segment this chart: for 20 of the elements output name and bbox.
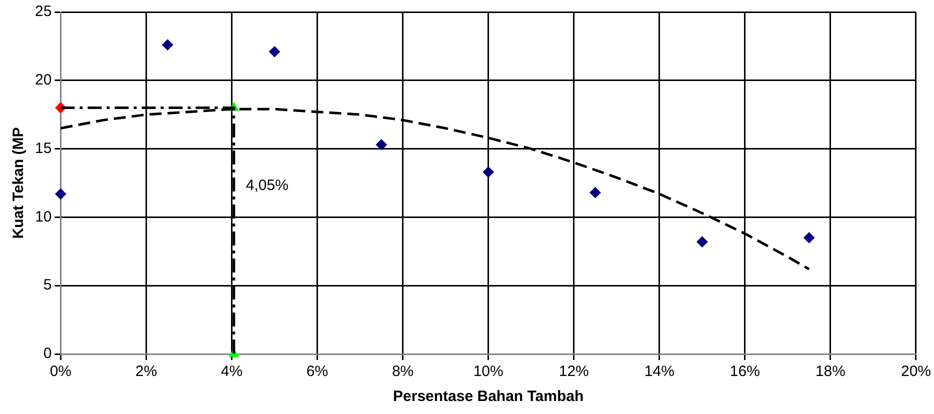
y-axis-title: Kuat Tekan (MP xyxy=(10,127,28,239)
x-tick-label: 18% xyxy=(815,363,846,380)
x-tick-label: 12% xyxy=(558,363,589,380)
y-tick-label: 0 xyxy=(43,345,52,362)
y-tick-label: 10 xyxy=(34,208,52,226)
x-tick-label: 20% xyxy=(900,363,932,380)
y-tick-label: 20 xyxy=(34,72,52,89)
y-tick-label: 15 xyxy=(34,140,52,157)
x-tick-label: 10% xyxy=(473,363,504,380)
x-tick-label: 14% xyxy=(644,363,674,380)
y-tick-label: 5 xyxy=(43,276,52,294)
x-tick-label: 2% xyxy=(135,363,158,380)
annotation: 4,05% xyxy=(246,176,288,194)
x-tick-label: 8% xyxy=(392,363,414,380)
x-axis-title: Persentase Bahan Tambah xyxy=(393,388,584,406)
x-tick-label: 16% xyxy=(730,363,760,380)
x-tick-label: 0% xyxy=(50,363,72,380)
x-tick-label: 4% xyxy=(220,363,243,380)
y-tick-label: 25 xyxy=(34,3,52,20)
x-tick-label: 6% xyxy=(306,363,328,380)
